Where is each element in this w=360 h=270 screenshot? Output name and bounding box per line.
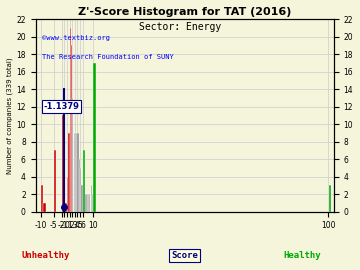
Bar <box>41 185 43 211</box>
Title: Z'-Score Histogram for TAT (2016): Z'-Score Histogram for TAT (2016) <box>78 7 291 17</box>
Bar <box>87 194 88 211</box>
Bar <box>84 185 85 211</box>
Text: Score: Score <box>171 251 198 260</box>
Text: Unhealthy: Unhealthy <box>22 251 70 260</box>
Bar <box>73 133 75 211</box>
Text: -1.1379: -1.1379 <box>44 102 80 111</box>
Bar <box>329 185 331 211</box>
Bar <box>79 159 80 211</box>
Bar <box>77 133 79 211</box>
Y-axis label: Number of companies (339 total): Number of companies (339 total) <box>7 57 13 174</box>
Bar <box>90 185 92 211</box>
Bar <box>85 194 86 211</box>
Bar <box>44 203 46 211</box>
Bar <box>76 133 77 211</box>
Bar <box>75 133 76 211</box>
Bar <box>54 150 57 211</box>
Bar <box>69 28 71 211</box>
Bar <box>68 133 69 211</box>
Bar <box>62 115 64 211</box>
Bar <box>93 63 96 211</box>
Bar <box>67 177 68 211</box>
Text: ©www.textbiz.org: ©www.textbiz.org <box>41 35 109 40</box>
Bar <box>83 150 85 211</box>
Bar <box>81 185 82 211</box>
Bar <box>80 168 81 211</box>
Bar <box>88 194 89 211</box>
Bar <box>89 194 90 211</box>
Bar <box>64 203 67 211</box>
Bar <box>72 98 73 211</box>
Bar <box>92 194 93 211</box>
Text: Healthy: Healthy <box>284 251 321 260</box>
Bar <box>71 45 72 211</box>
Text: Sector: Energy: Sector: Energy <box>139 22 221 32</box>
Text: The Research Foundation of SUNY: The Research Foundation of SUNY <box>41 54 173 60</box>
